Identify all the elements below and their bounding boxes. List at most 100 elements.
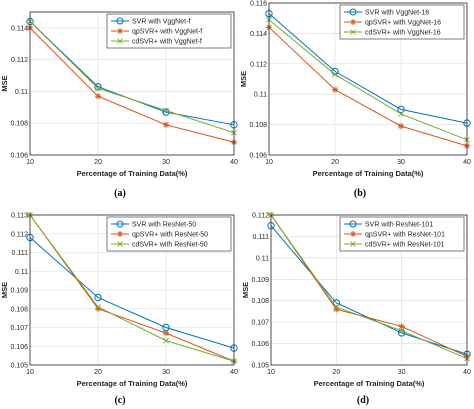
y-tick-label: 0.108 — [10, 306, 28, 313]
y-tick-label: 0.114 — [250, 31, 267, 38]
legend-entry: cdSVR+ with ResNet-101 — [344, 241, 445, 249]
marker-cross — [398, 327, 405, 334]
marker-stroke — [398, 123, 404, 129]
legend: SVR with ResNet-50 qpSVR+ with ResNet-50 c… — [106, 216, 232, 252]
legend-label: qpSVR+ with VggNet-f — [132, 29, 202, 36]
legend-label: cdSVR+ with VggNet-f — [132, 39, 202, 46]
y-tick-label: 0.112 — [250, 61, 267, 68]
marker-cross — [332, 71, 338, 78]
series-cross — [266, 16, 470, 143]
x-tick-label: 20 — [94, 369, 102, 376]
marker-asterisk — [331, 86, 339, 93]
y-tick-label: 0.11 — [256, 255, 269, 262]
marker-circle — [116, 220, 124, 228]
legend-label: cdSVR+ with VggNet-16 — [365, 30, 441, 37]
marker-circle — [162, 108, 170, 116]
marker-stroke — [117, 28, 123, 34]
marker-circle — [94, 82, 102, 91]
y-tick-label: 0.111 — [253, 234, 270, 241]
legend-entry: qpSVR+ with ResNet-50 — [111, 231, 208, 239]
legend: SVR with ResNet-101 qpSVR+ with ResNet-10… — [339, 216, 465, 252]
legend-entry: cdSVR+ with VggNet-16 — [344, 29, 441, 37]
series-cross — [268, 212, 470, 362]
x-axis-label: Percentage of Training Data(%) — [314, 379, 425, 388]
axes-box — [29, 214, 235, 366]
marker-circle — [349, 220, 357, 228]
marker-stroke — [95, 93, 101, 99]
y-axis-label: MSE — [0, 282, 9, 298]
x-tick-label: 30 — [162, 369, 170, 376]
marker-cross — [95, 303, 101, 310]
legend-entry: cdSVR+ with ResNet-50 — [111, 241, 208, 249]
marker-stroke — [398, 111, 404, 117]
figure-caption: (b) — [354, 188, 366, 199]
x-tick-label: 30 — [397, 159, 405, 166]
series-line — [29, 214, 235, 362]
marker-stroke — [350, 231, 356, 237]
axes-box — [270, 214, 468, 366]
legend-entry: qpSVR+ with VggNet-f — [111, 28, 202, 36]
marker-stroke — [95, 303, 101, 310]
marker-stroke — [350, 19, 356, 25]
series-line — [29, 21, 235, 134]
marker-stroke — [399, 323, 405, 329]
marker-asterisk — [350, 19, 356, 25]
marker-cross — [95, 85, 101, 92]
y-axis-label: MSE — [239, 71, 248, 87]
x-tick-label: 20 — [94, 159, 102, 166]
y-tick-label: 0.11 — [15, 89, 28, 96]
marker-cross — [117, 241, 123, 247]
marker-asterisk — [162, 121, 170, 129]
marker-stroke — [95, 85, 101, 92]
legend-entry: SVR with VggNet-f — [111, 17, 190, 26]
marker-stroke — [163, 122, 169, 128]
marker-stroke — [163, 337, 169, 344]
y-tick-label: 0.11 — [254, 92, 267, 99]
series-line — [29, 214, 235, 362]
legend-entry: SVR with ResNet-50 — [111, 220, 196, 229]
legend-entry: qpSVR+ with VggNet-16 — [344, 19, 441, 27]
x-tick-label: 10 — [26, 159, 34, 166]
series-line — [29, 27, 235, 143]
legend-label: cdSVR+ with ResNet-101 — [365, 242, 445, 249]
axes-box — [29, 11, 235, 156]
legend-entry: SVR with VggNet-16 — [344, 8, 429, 17]
chart-b: 0.106 0.108 0.11 0.112 0.114 0.116 10 20 30 40 Per… — [239, 1, 471, 200]
marker-stroke — [333, 304, 340, 311]
series-line — [270, 214, 468, 360]
y-tick-label: 0.112 — [11, 57, 28, 64]
marker-cross — [117, 38, 123, 44]
y-tick-label: 0.106 — [10, 344, 28, 351]
y-tick-label: 0.109 — [251, 277, 269, 284]
marker-asterisk — [117, 28, 123, 34]
y-tick-label: 0.114 — [11, 25, 28, 32]
series-asterisk — [26, 24, 238, 146]
marker-stroke — [117, 38, 123, 44]
legend-label: SVR with VggNet-f — [132, 19, 190, 26]
x-tick-label: 20 — [331, 159, 339, 166]
y-tick-label: 0.113 — [11, 213, 28, 220]
x-tick-label: 40 — [463, 369, 471, 376]
legend-label: qpSVR+ with VggNet-16 — [365, 20, 441, 27]
chart-a: 0.106 0.108 0.11 0.112 0.114 10 20 30 40 Percenta… — [0, 11, 238, 199]
marker-circle — [397, 105, 405, 114]
marker-asterisk — [162, 329, 170, 337]
figure-caption: (c) — [114, 395, 125, 406]
marker-asterisk — [350, 231, 356, 237]
figure-caption: (a) — [114, 188, 126, 199]
y-tick-label: 0.116 — [250, 1, 267, 8]
axes-box — [268, 2, 468, 156]
marker-circle — [397, 329, 406, 337]
marker-stroke — [350, 241, 356, 247]
y-tick-label: 0.11 — [15, 269, 28, 276]
y-tick-label: 0.106 — [10, 153, 28, 160]
marker-stroke — [332, 87, 338, 93]
series-line — [29, 237, 235, 349]
y-tick-label: 0.108 — [10, 121, 28, 128]
x-tick-label: 20 — [332, 369, 340, 376]
marker-cross — [350, 29, 356, 35]
marker-circle — [349, 8, 357, 16]
marker-asterisk — [397, 122, 405, 130]
y-axis-label: MSE — [241, 282, 250, 298]
